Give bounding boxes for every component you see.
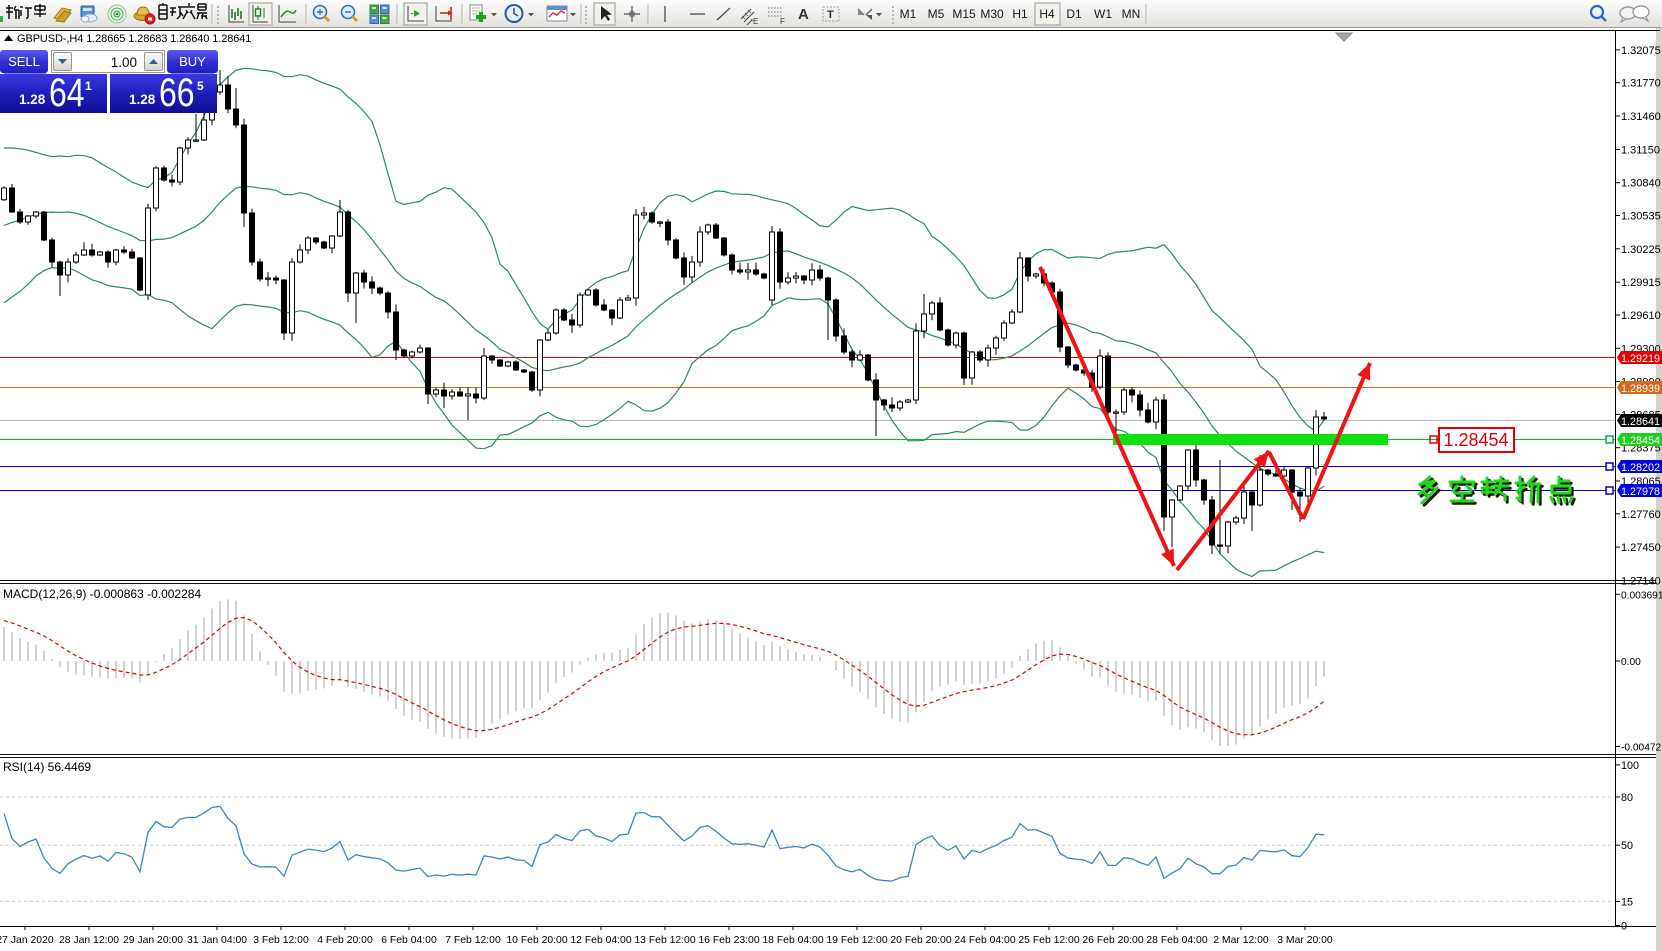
svg-text:3 Mar 20:00: 3 Mar 20:00 xyxy=(1277,935,1333,946)
svg-text:RSI(14) 56.4469: RSI(14) 56.4469 xyxy=(3,760,91,774)
svg-text:1.28454: 1.28454 xyxy=(1443,430,1508,450)
svg-text:D1: D1 xyxy=(1066,7,1082,21)
svg-text:100: 100 xyxy=(1621,760,1639,772)
svg-text:3 Feb 12:00: 3 Feb 12:00 xyxy=(253,935,309,946)
svg-text:80: 80 xyxy=(1621,792,1633,804)
svg-text:16 Feb 23:00: 16 Feb 23:00 xyxy=(698,935,759,946)
svg-text:15: 15 xyxy=(1621,896,1633,908)
svg-text:1.27140: 1.27140 xyxy=(1621,575,1661,587)
svg-text:MACD(12,26,9) -0.000863 -0.002: MACD(12,26,9) -0.000863 -0.002284 xyxy=(3,587,201,601)
svg-text:1.29610: 1.29610 xyxy=(1621,310,1661,322)
svg-text:A: A xyxy=(798,6,809,23)
svg-text:M15: M15 xyxy=(952,7,976,21)
svg-text:50: 50 xyxy=(1621,840,1633,852)
svg-text:12 Feb 04:00: 12 Feb 04:00 xyxy=(570,935,631,946)
svg-text:M1: M1 xyxy=(900,7,917,21)
svg-text:1.30225: 1.30225 xyxy=(1621,244,1661,256)
svg-text:H4: H4 xyxy=(1039,7,1055,21)
svg-text:20 Feb 20:00: 20 Feb 20:00 xyxy=(890,935,951,946)
svg-text:1.27978: 1.27978 xyxy=(1621,486,1660,498)
svg-text:1.31150: 1.31150 xyxy=(1621,144,1660,156)
svg-text:19 Feb 12:00: 19 Feb 12:00 xyxy=(826,935,887,946)
svg-text:1.29219: 1.29219 xyxy=(1621,353,1660,365)
svg-text:31 Jan 04:00: 31 Jan 04:00 xyxy=(187,935,247,946)
svg-text:E: E xyxy=(753,17,758,26)
svg-text:1.31460: 1.31460 xyxy=(1621,111,1661,123)
svg-text:1.28641: 1.28641 xyxy=(1621,416,1660,428)
svg-text:-0.004721: -0.004721 xyxy=(1621,742,1662,753)
svg-text:MN: MN xyxy=(1122,7,1141,21)
svg-text:1.28939: 1.28939 xyxy=(1621,383,1660,395)
svg-text:18 Feb 04:00: 18 Feb 04:00 xyxy=(762,935,823,946)
svg-text:6 Feb 04:00: 6 Feb 04:00 xyxy=(381,935,437,946)
svg-text:0.003691: 0.003691 xyxy=(1621,590,1662,601)
svg-text:1.28202: 1.28202 xyxy=(1621,462,1660,474)
svg-text:H1: H1 xyxy=(1012,7,1028,21)
svg-text:0: 0 xyxy=(1621,921,1627,933)
svg-text:1.32075: 1.32075 xyxy=(1621,45,1661,57)
svg-text:1.31770: 1.31770 xyxy=(1621,78,1661,90)
svg-text:1.30840: 1.30840 xyxy=(1621,178,1661,190)
svg-text:2 Mar 12:00: 2 Mar 12:00 xyxy=(1213,935,1269,946)
svg-text:GBPUSD-,H4 1.28665 1.28683 1.: GBPUSD-,H4 1.28665 1.28683 1.28640 1.286… xyxy=(17,33,251,45)
svg-text:1.28454: 1.28454 xyxy=(1621,435,1660,447)
svg-text:1.27760: 1.27760 xyxy=(1621,509,1661,521)
svg-text:1.27450: 1.27450 xyxy=(1621,542,1661,554)
svg-text:25 Feb 12:00: 25 Feb 12:00 xyxy=(1018,935,1079,946)
svg-text:M5: M5 xyxy=(928,7,945,21)
svg-text:F: F xyxy=(780,17,785,26)
svg-text:27 Jan 2020: 27 Jan 2020 xyxy=(0,935,54,946)
svg-text:W1: W1 xyxy=(1094,7,1112,21)
svg-text:24 Feb 04:00: 24 Feb 04:00 xyxy=(954,935,1015,946)
svg-text:26 Feb 20:00: 26 Feb 20:00 xyxy=(1082,935,1143,946)
svg-text:10 Feb 20:00: 10 Feb 20:00 xyxy=(506,935,567,946)
svg-text:1.30535: 1.30535 xyxy=(1621,211,1661,223)
svg-text:0.00: 0.00 xyxy=(1621,657,1641,668)
svg-text:29 Jan 20:00: 29 Jan 20:00 xyxy=(123,935,183,946)
svg-text:28 Jan 12:00: 28 Jan 12:00 xyxy=(59,935,119,946)
svg-text:M30: M30 xyxy=(980,7,1004,21)
svg-text:4 Feb 20:00: 4 Feb 20:00 xyxy=(317,935,373,946)
svg-text:1.29915: 1.29915 xyxy=(1621,277,1661,289)
svg-text:13 Feb 12:00: 13 Feb 12:00 xyxy=(634,935,695,946)
svg-text:7 Feb 12:00: 7 Feb 12:00 xyxy=(445,935,501,946)
svg-text:28 Feb 04:00: 28 Feb 04:00 xyxy=(1146,935,1207,946)
svg-text:T: T xyxy=(827,9,834,21)
